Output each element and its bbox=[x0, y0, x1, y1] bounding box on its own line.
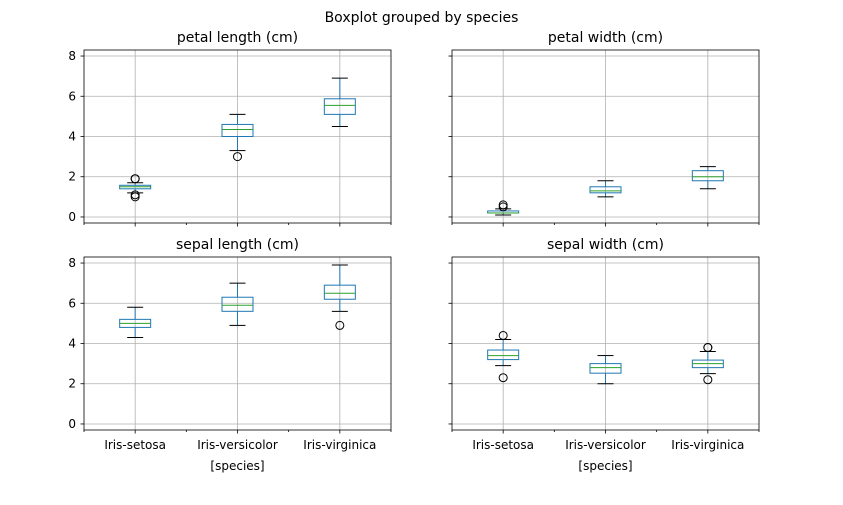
box-iris-versicolor bbox=[589, 355, 622, 385]
figure-title: Boxplot grouped by species bbox=[325, 10, 519, 26]
box-iris-versicolor bbox=[589, 180, 622, 198]
box-iris-virginica bbox=[323, 264, 356, 330]
x-tick-label: Iris-virginica bbox=[671, 438, 744, 452]
panel-petal-width: petal width (cm) bbox=[448, 30, 760, 227]
y-tick-label: 0 bbox=[68, 210, 76, 224]
outlier-point bbox=[233, 152, 242, 162]
iqr-box bbox=[589, 186, 622, 194]
panel-petal-length: petal length (cm) 0 2 4 6 8 bbox=[68, 30, 392, 227]
x-axis-label: [species] bbox=[578, 459, 632, 473]
y-tick-label: 2 bbox=[68, 170, 76, 184]
x-tick-label: Iris-setosa bbox=[104, 438, 166, 452]
axes-frame bbox=[451, 256, 760, 431]
box-iris-virginica bbox=[691, 166, 724, 190]
axes-frame bbox=[451, 49, 760, 224]
x-tick-label: Iris-virginica bbox=[303, 438, 376, 452]
outlier-point bbox=[498, 373, 508, 383]
iqr-box bbox=[323, 98, 356, 115]
panel-title: sepal width (cm) bbox=[547, 237, 664, 253]
box-iris-versicolor bbox=[221, 282, 254, 326]
panel-title: petal width (cm) bbox=[548, 30, 663, 46]
y-tick-label: 6 bbox=[68, 296, 76, 310]
iqr-box bbox=[221, 123, 254, 137]
iqr-box bbox=[691, 170, 724, 182]
iqr-box bbox=[221, 296, 254, 312]
outlier-point bbox=[130, 174, 140, 184]
box-iris-virginica bbox=[323, 77, 356, 127]
box-iris-versicolor bbox=[221, 113, 254, 162]
iqr-box bbox=[589, 363, 622, 374]
outlier-point bbox=[703, 375, 713, 385]
y-tick-label: 8 bbox=[68, 256, 76, 270]
panel-sepal-width: sepal width (cm) [species] Iris-setosa Ir… bbox=[448, 237, 760, 473]
box-iris-setosa bbox=[487, 330, 520, 383]
box-iris-setosa bbox=[119, 306, 152, 338]
box-iris-setosa bbox=[487, 200, 520, 216]
y-tick-label: 0 bbox=[68, 417, 76, 431]
box-iris-virginica bbox=[691, 343, 724, 385]
x-tick-label: Iris-setosa bbox=[472, 438, 534, 452]
y-tick-label: 2 bbox=[68, 377, 76, 391]
outlier-point bbox=[498, 200, 508, 210]
outlier-point bbox=[130, 190, 140, 200]
panel-title: sepal length (cm) bbox=[176, 237, 299, 253]
iqr-box bbox=[487, 349, 520, 361]
y-tick-label: 6 bbox=[68, 89, 76, 103]
iqr-box bbox=[323, 284, 356, 300]
panel-sepal-length: sepal length (cm) [species] 0 2 4 6 8 Iris-se… bbox=[68, 237, 392, 473]
x-tick-label: Iris-versicolor bbox=[197, 438, 278, 452]
axes-frame bbox=[83, 256, 392, 431]
panel-title: petal length (cm) bbox=[177, 30, 298, 46]
outlier-point bbox=[703, 343, 713, 353]
axes-frame bbox=[83, 49, 392, 224]
x-axis-label: [species] bbox=[210, 459, 264, 473]
x-tick-label: Iris-versicolor bbox=[565, 438, 646, 452]
y-tick-label: 8 bbox=[68, 49, 76, 63]
outlier-point bbox=[335, 320, 345, 330]
y-tick-label: 4 bbox=[68, 130, 76, 144]
box-iris-setosa bbox=[119, 174, 152, 202]
outlier-point bbox=[498, 330, 508, 340]
y-tick-label: 4 bbox=[68, 337, 76, 351]
